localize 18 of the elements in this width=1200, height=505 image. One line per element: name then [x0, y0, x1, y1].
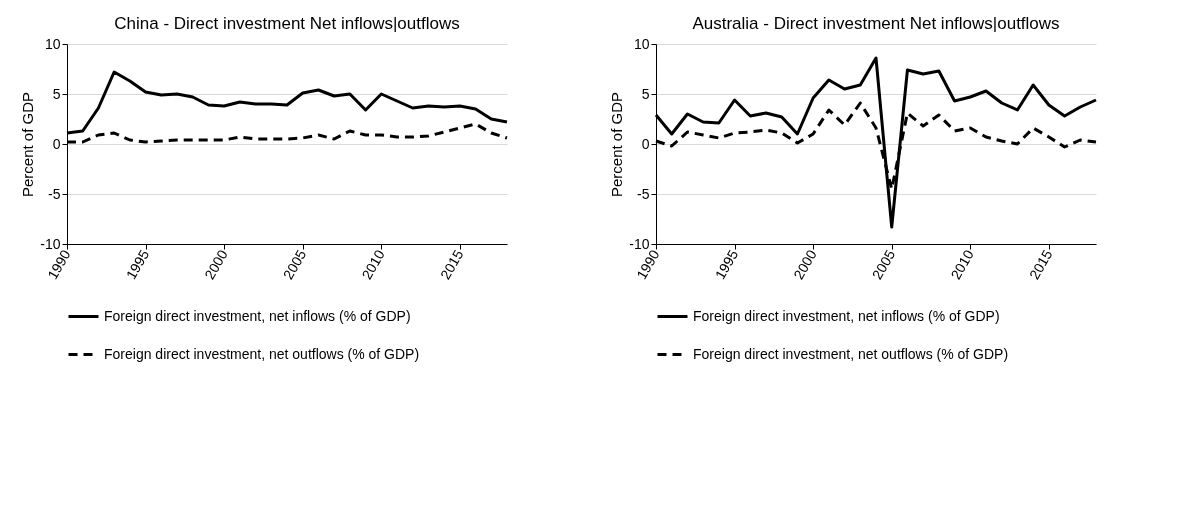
y-tick-label: -10 — [40, 235, 61, 252]
legend-label: Foreign direct investment, net outflows (% of GDP) — [104, 345, 420, 362]
y-tick-label: 10 — [44, 35, 61, 52]
y-tick-label: -5 — [48, 185, 61, 202]
y-tick-label: 0 — [641, 135, 650, 152]
y-tick-label: 5 — [641, 85, 650, 102]
y-axis-title: Percent of GDP — [608, 91, 626, 198]
y-tick-label: -10 — [629, 235, 650, 252]
legend-label: Foreign direct investment, net inflows (% of GDP) — [104, 307, 411, 324]
chart-title: China - Direct investment Net inflows|outflows — [114, 14, 460, 33]
y-tick-label: 5 — [52, 85, 61, 102]
y-tick-label: 10 — [633, 35, 650, 52]
y-tick-label: -5 — [637, 185, 650, 202]
y-axis-title: Percent of GDP — [19, 91, 37, 198]
y-tick-label: 0 — [52, 135, 61, 152]
legend-label: Foreign direct investment, net outflows (% of GDP) — [693, 345, 1009, 362]
chart-title: Australia - Direct investment Net inflows|outflows — [692, 14, 1060, 33]
legend-label: Foreign direct investment, net inflows (% of GDP) — [693, 307, 1000, 324]
